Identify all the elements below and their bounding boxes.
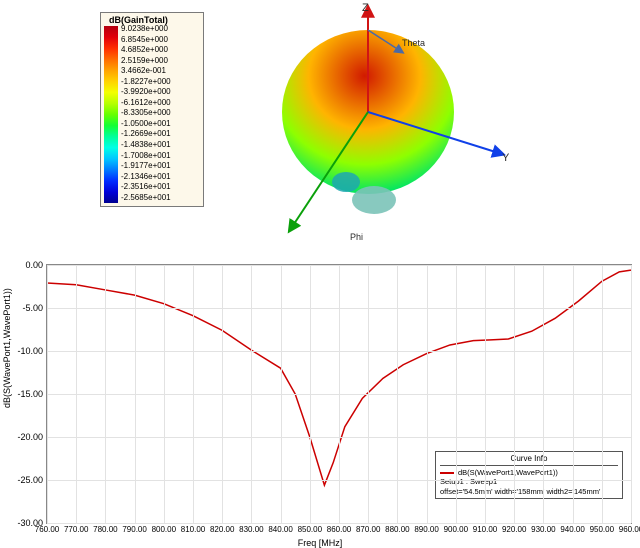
y-tick: -15.00 [17,389,47,399]
x-tick: 940.00 [560,523,584,534]
y-tick: -10.00 [17,346,47,356]
x-tick: 830.00 [239,523,263,534]
legend-value: -2.1346e+001 [121,173,171,181]
y-tick: -5.00 [22,303,47,313]
back-lobe [352,186,396,214]
pattern-3d-scene: Z Y Theta Phi [250,4,510,250]
x-tick: 780.00 [93,523,117,534]
x-tick: 950.00 [590,523,614,534]
x-tick: 900.00 [444,523,468,534]
curve-info-box: Curve Info dB(S(WavePort1,WavePort1)) Se… [435,451,623,499]
legend-value: -6.1612e+000 [121,99,171,107]
curve-info-title: Curve Info [440,454,618,466]
y-tick: 0.00 [25,260,47,270]
legend-value: -1.8227e+000 [121,78,171,86]
x-tick: 800.00 [152,523,176,534]
legend-value: -2.3516e+001 [121,183,171,191]
legend-values: 9.0238e+000 6.8545e+000 4.6852e+000 2.5159e… [121,25,171,202]
color-legend: dB(GainTotal) 9.0238e+0006.8545e+0004.68… [100,12,204,207]
z-label: Z [362,2,369,14]
plot-area: Curve Info dB(S(WavePort1,WavePort1)) Se… [46,264,632,524]
x-tick: 930.00 [531,523,555,534]
radiation-pattern-panel: dB(GainTotal) 9.0238e+0006.8545e+0004.68… [0,0,640,254]
legend-value: 9.0238e+000 [121,25,171,33]
theta-label: Theta [402,38,425,48]
x-tick: 880.00 [385,523,409,534]
pattern-svg [250,4,510,250]
y-label: Y [502,152,509,164]
legend-body: 9.0238e+000 6.8545e+000 4.6852e+000 2.5159e… [103,25,201,204]
legend-value: -1.7008e+001 [121,152,171,160]
legend-value: 3.4662e-001 [121,67,171,75]
x-tick: 770.00 [64,523,88,534]
y-tick: -25.00 [17,475,47,485]
series-setup: Setup1 : Sweep1 [440,477,618,486]
x-tick: 820.00 [210,523,234,534]
x-tick: 920.00 [502,523,526,534]
legend-value: 6.8545e+000 [121,36,171,44]
y-tick: -20.00 [17,432,47,442]
legend-value: -1.4838e+001 [121,141,171,149]
x-tick: 860.00 [327,523,351,534]
legend-value: 4.6852e+000 [121,46,171,54]
series-swatch [440,472,454,474]
series-params: offset='54.5mm' width='158mm' width2='14… [440,487,618,496]
x-tick: 960.00 [619,523,640,534]
legend-value: -1.9177e+001 [121,162,171,170]
legend-value: -1.2669e+001 [121,130,171,138]
legend-value: -2.5685e+001 [121,194,171,202]
x-tick: 760.00 [35,523,59,534]
null-dimple [332,172,360,192]
x-tick: 790.00 [122,523,146,534]
page-root: dB(GainTotal) 9.0238e+0006.8545e+0004.68… [0,0,640,548]
phi-label: Phi [350,232,363,242]
x-tick: 870.00 [356,523,380,534]
x-tick: 810.00 [181,523,205,534]
legend-value: 2.5159e+000 [121,57,171,65]
x-tick: 850.00 [298,523,322,534]
x-axis-label: Freq [MHz] [0,538,640,548]
x-tick: 890.00 [414,523,438,534]
legend-colorbar [104,26,118,203]
curve-info-series-row: dB(S(WavePort1,WavePort1)) [440,468,618,477]
legend-value: -1.0500e+001 [121,120,171,128]
y-axis-label: dB(S(WavePort1,WavePort1)) [2,288,12,408]
legend-value: -8.3305e+000 [121,109,171,117]
x-tick: 910.00 [473,523,497,534]
legend-value: -3.9920e+000 [121,88,171,96]
x-tick: 840.00 [268,523,292,534]
s11-chart-panel: dB(S(WavePort1,WavePort1)) Curve Info dB… [0,258,640,548]
